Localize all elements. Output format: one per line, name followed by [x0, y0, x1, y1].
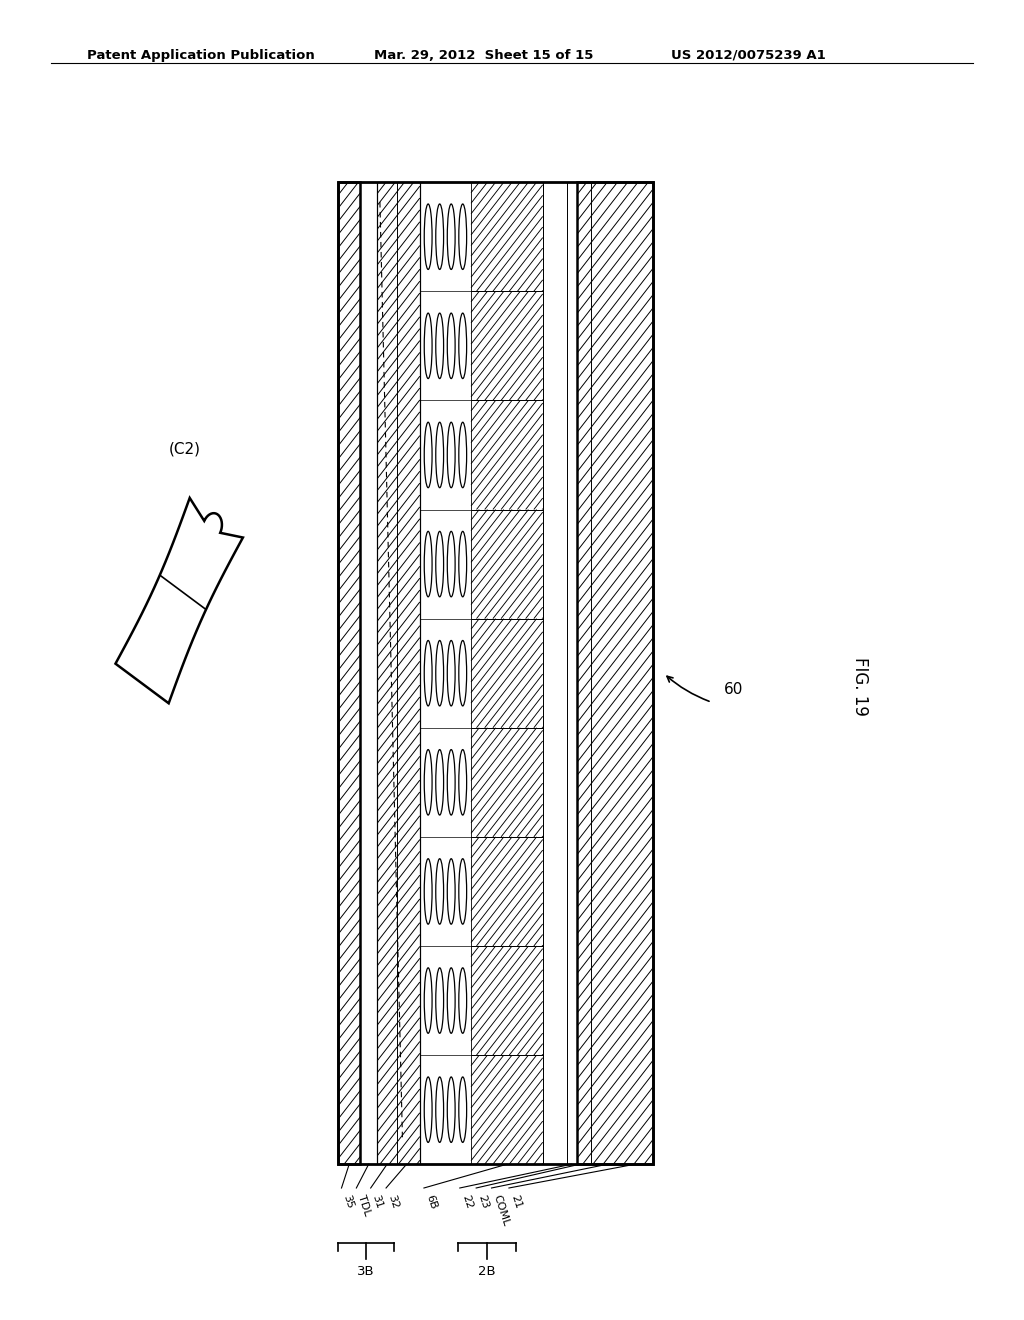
Bar [577, 182, 653, 1164]
Bar [377, 182, 420, 1164]
Ellipse shape [459, 1077, 467, 1142]
Ellipse shape [424, 422, 432, 487]
Bar [338, 182, 360, 1164]
Ellipse shape [459, 422, 467, 487]
Ellipse shape [424, 1077, 432, 1142]
Bar [567, 182, 577, 1164]
Ellipse shape [459, 313, 467, 379]
Text: 31: 31 [371, 1193, 385, 1209]
Ellipse shape [436, 640, 443, 706]
Bar [577, 182, 653, 1164]
Ellipse shape [447, 968, 455, 1034]
Text: Mar. 29, 2012  Sheet 15 of 15: Mar. 29, 2012 Sheet 15 of 15 [374, 49, 593, 62]
Ellipse shape [447, 313, 455, 379]
Text: COML: COML [492, 1193, 511, 1228]
Ellipse shape [436, 532, 443, 597]
Bar [338, 182, 360, 1164]
Ellipse shape [459, 640, 467, 706]
Text: 2B: 2B [478, 1265, 496, 1278]
Ellipse shape [447, 422, 455, 487]
Bar [471, 727, 543, 837]
Ellipse shape [447, 640, 455, 706]
Bar [471, 510, 543, 619]
Ellipse shape [436, 1077, 443, 1142]
Ellipse shape [424, 750, 432, 814]
Bar [471, 1055, 543, 1164]
Polygon shape [116, 498, 243, 704]
Ellipse shape [459, 750, 467, 814]
Ellipse shape [447, 750, 455, 814]
Text: 22: 22 [460, 1193, 474, 1210]
Ellipse shape [459, 532, 467, 597]
Text: Patent Application Publication: Patent Application Publication [87, 49, 314, 62]
Ellipse shape [436, 968, 443, 1034]
Bar [471, 400, 543, 510]
Bar [471, 727, 543, 837]
Text: 6B: 6B [424, 1193, 438, 1210]
Bar [360, 182, 377, 1164]
Text: 23: 23 [476, 1193, 490, 1210]
Bar [471, 400, 543, 510]
Bar [471, 510, 543, 619]
Text: TDL: TDL [356, 1193, 373, 1217]
Ellipse shape [424, 968, 432, 1034]
Bar [471, 1055, 543, 1164]
Bar [420, 182, 543, 1164]
Text: 60: 60 [724, 681, 743, 697]
Ellipse shape [459, 859, 467, 924]
Ellipse shape [424, 205, 432, 269]
Bar [377, 182, 420, 1164]
Text: 3B: 3B [357, 1265, 375, 1278]
Bar [471, 182, 543, 292]
Ellipse shape [424, 313, 432, 379]
Bar [471, 946, 543, 1055]
Text: 21: 21 [509, 1193, 523, 1210]
Text: FIG. 19: FIG. 19 [851, 657, 869, 715]
Text: US 2012/0075239 A1: US 2012/0075239 A1 [671, 49, 825, 62]
Text: 32: 32 [386, 1193, 400, 1210]
Bar [543, 182, 567, 1164]
Bar [471, 837, 543, 946]
Bar [338, 182, 653, 1164]
Ellipse shape [424, 859, 432, 924]
Ellipse shape [424, 532, 432, 597]
Bar [471, 292, 543, 400]
Ellipse shape [447, 1077, 455, 1142]
Ellipse shape [447, 859, 455, 924]
Ellipse shape [436, 313, 443, 379]
Bar [471, 946, 543, 1055]
Ellipse shape [459, 205, 467, 269]
Ellipse shape [447, 205, 455, 269]
Text: (C2): (C2) [168, 441, 201, 457]
Ellipse shape [447, 532, 455, 597]
Ellipse shape [436, 422, 443, 487]
Bar [338, 182, 653, 1164]
Bar [471, 182, 543, 292]
Ellipse shape [436, 859, 443, 924]
Bar [471, 292, 543, 400]
Ellipse shape [436, 205, 443, 269]
Bar [471, 619, 543, 727]
Ellipse shape [424, 640, 432, 706]
Bar [471, 837, 543, 946]
Ellipse shape [436, 750, 443, 814]
Text: 35: 35 [342, 1193, 355, 1209]
Ellipse shape [459, 968, 467, 1034]
Bar [471, 619, 543, 727]
